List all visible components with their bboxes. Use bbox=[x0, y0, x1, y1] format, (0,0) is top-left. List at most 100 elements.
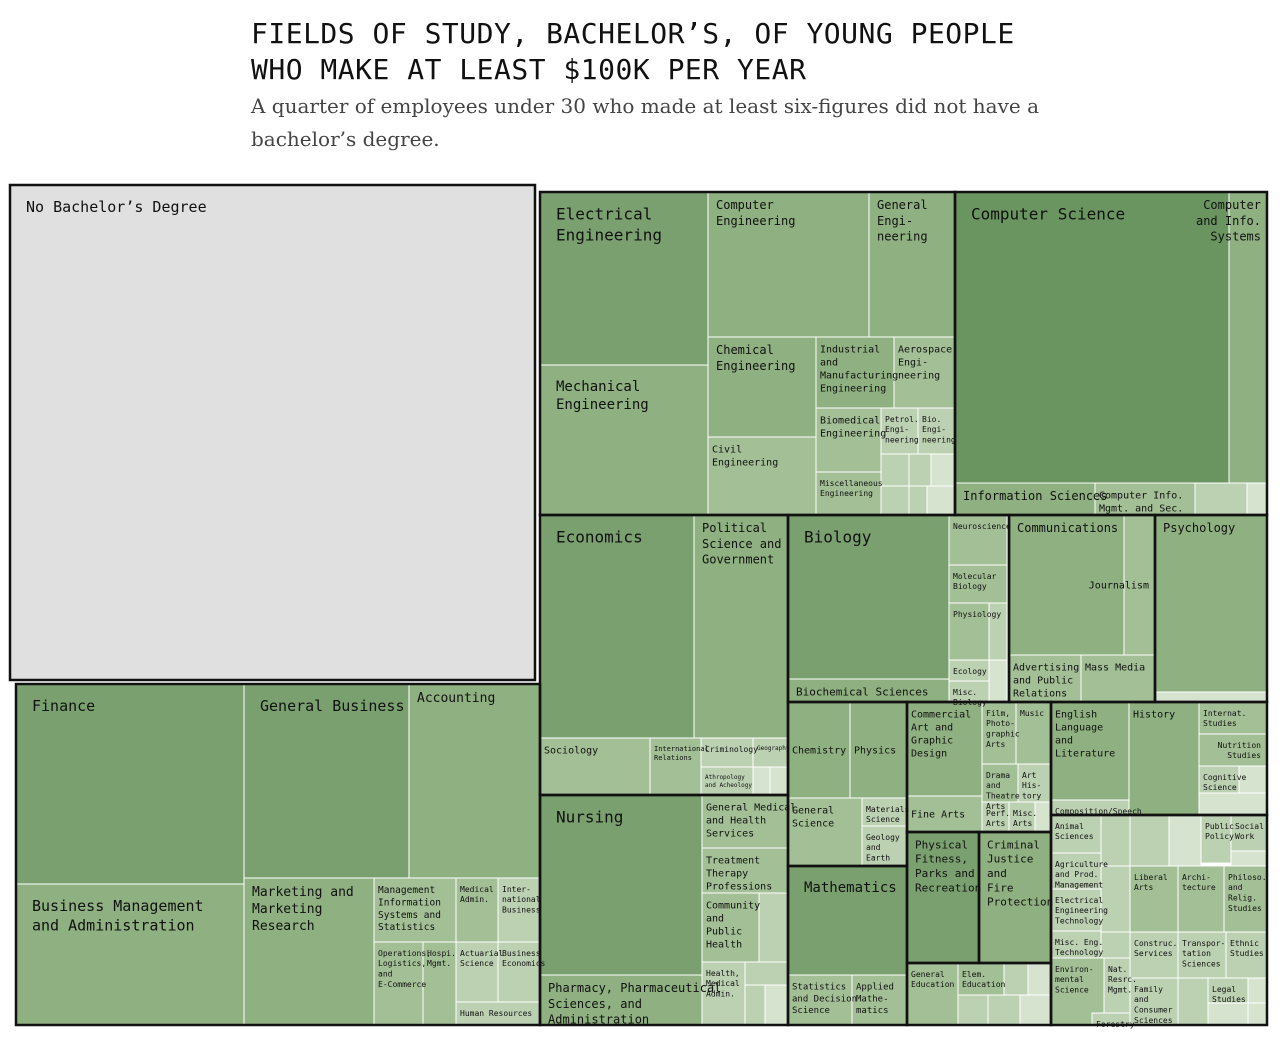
tile-psychology bbox=[1154, 514, 1268, 693]
group-frame-no-degree bbox=[8, 183, 537, 682]
tile-computer-engineering bbox=[707, 191, 870, 338]
treemap-minor-tile bbox=[1246, 482, 1268, 516]
tile-cognitive-science bbox=[1198, 765, 1240, 794]
tile-biological-engineering bbox=[917, 407, 956, 455]
tile-chemistry bbox=[787, 701, 851, 799]
treemap-minor-tile bbox=[1247, 1002, 1268, 1026]
treemap-minor-tile bbox=[987, 994, 1021, 1026]
tile-general-business bbox=[243, 683, 410, 879]
label-miscellaneous-engineering: Miscellaneous Engineering bbox=[820, 479, 883, 498]
label-finance: Finance bbox=[32, 697, 95, 715]
label-commercial-art-and-graphic-design: Commercial Art and Graphic Design bbox=[911, 710, 971, 760]
treemap-minor-tile bbox=[1230, 850, 1268, 867]
label-ethnic-studies: Ethnic Studies bbox=[1230, 939, 1264, 958]
tile-molecular-biology bbox=[948, 564, 1008, 604]
tile-computer-and-info-systems bbox=[1228, 191, 1268, 484]
treemap-minor-tile bbox=[930, 453, 956, 487]
label-political-science-and-government: Political Science and Government bbox=[702, 521, 781, 566]
tile-architecture bbox=[1177, 865, 1225, 933]
tile-criminal-justice-and-fire-protection bbox=[978, 831, 1052, 964]
label-physical-fitness-parks-and-recreation: Physical Fitness, Parks and Recreation bbox=[915, 838, 981, 894]
tile-criminology bbox=[700, 737, 754, 768]
label-art-history: Art His-tory bbox=[1022, 771, 1041, 801]
label-human-resources: Human Resources bbox=[460, 1009, 532, 1018]
label-health-medical-admin: Health, Medical Admin. bbox=[706, 969, 740, 999]
label-fine-arts: Fine Arts bbox=[911, 810, 965, 821]
label-transportation-sciences: Transpor-tation Sciences bbox=[1182, 939, 1225, 969]
label-industrial-and-manufacturing-engineering: Industrial and Manufacturing Engineering bbox=[820, 345, 898, 395]
label-treatment-therapy-professions: Treatment Therapy Professions bbox=[706, 856, 772, 893]
tile-industrial-and-manufacturing-engineering bbox=[815, 336, 895, 409]
label-drama-and-theatre-arts: Drama and Theatre Arts bbox=[986, 771, 1020, 811]
treemap-minor-tile bbox=[880, 485, 910, 516]
treemap-minor-tile bbox=[1100, 865, 1131, 933]
tile-management-information-systems-and-statistics bbox=[373, 877, 457, 943]
label-chemical-engineering: Chemical Engineering bbox=[716, 343, 795, 373]
label-electrical-engineering-technology: Electrical Engineering Technology bbox=[1055, 896, 1108, 926]
chart-title: FIELDS OF STUDY, BACHELOR’S, OF YOUNG PE… bbox=[251, 17, 1015, 86]
treemap-minor-tile bbox=[1100, 814, 1131, 867]
treemap-minor-tile bbox=[1247, 977, 1268, 1004]
label-nursing: Nursing bbox=[556, 808, 623, 827]
label-geography: Geography bbox=[757, 745, 790, 752]
label-history: History bbox=[1133, 710, 1175, 721]
tile-materials-science bbox=[861, 797, 908, 827]
label-economics: Economics bbox=[556, 528, 643, 547]
tile-philosophy-and-religious-studies bbox=[1223, 865, 1268, 933]
tile-nutrition-studies bbox=[1198, 733, 1268, 767]
label-international-relations: International Relations bbox=[654, 745, 709, 762]
tile-misc-arts bbox=[1008, 801, 1036, 833]
tile-operations-logistics-and-e-commerce bbox=[373, 941, 424, 1026]
label-social-work: Social Work bbox=[1235, 822, 1264, 841]
treemap-minor-tile bbox=[769, 766, 789, 796]
tile-mathematics bbox=[787, 865, 908, 976]
tile-economics bbox=[539, 514, 695, 739]
label-business-management-and-administration: Business Management and Administration bbox=[32, 897, 204, 935]
treemap-group-frames bbox=[8, 183, 1269, 1027]
label-geology-and-earth: Geology and Earth bbox=[866, 833, 900, 863]
label-molecular-biology: Molecular Biology bbox=[953, 572, 997, 591]
label-english-language-and-literature: English Language and Literature bbox=[1055, 710, 1115, 760]
label-hospitality-management: Hospi. Mgmt. bbox=[427, 949, 456, 968]
label-legal-studies: Legal Studies bbox=[1212, 985, 1246, 1004]
label-agriculture-and-prod-management: Agriculture and Prod. Management bbox=[1055, 860, 1108, 890]
label-environmental-science: Environ-mental Science bbox=[1055, 965, 1094, 995]
label-computer-science: Computer Science bbox=[971, 205, 1125, 224]
tile-elementary-education bbox=[957, 962, 1005, 996]
label-animal-sciences: Animal Sciences bbox=[1055, 822, 1094, 841]
tile-general-medical-and-health-services bbox=[701, 794, 789, 849]
label-computer-engineering: Computer Engineering bbox=[716, 198, 795, 228]
label-electrical-engineering: Electrical Engineering bbox=[556, 205, 662, 245]
label-neuroscience: Neuroscience bbox=[953, 522, 1011, 531]
label-philosophy-and-religious-studies: Philoso. and Relig. Studies bbox=[1228, 873, 1267, 913]
chart-subtitle: A quarter of employees under 30 who made… bbox=[251, 94, 1040, 151]
label-biological-engineering: Bio. Engi-neering bbox=[922, 415, 956, 445]
tile-geography bbox=[752, 737, 789, 768]
treemap-minor-tile bbox=[758, 892, 789, 963]
tile-misc-eng-technology bbox=[1050, 930, 1102, 959]
label-general-medical-and-health-services: General Medical and Health Services bbox=[706, 803, 796, 840]
label-biochemical-sciences: Biochemical Sciences bbox=[796, 685, 928, 698]
tile-natural-resources-management bbox=[1103, 957, 1131, 1014]
treemap-minor-tile bbox=[1027, 962, 1052, 996]
tile-petroleum-engineering bbox=[880, 407, 919, 455]
tile-legal-studies bbox=[1207, 977, 1249, 1004]
tile-fine-arts bbox=[906, 795, 983, 833]
tile-hospitality-management bbox=[422, 941, 457, 1026]
label-communications: Communications bbox=[1017, 521, 1118, 535]
label-liberal-arts: Liberal Arts bbox=[1134, 873, 1168, 892]
label-no-bachelors-degree: No Bachelor’s Degree bbox=[26, 198, 207, 216]
treemap-minor-tile bbox=[1100, 931, 1131, 959]
treemap-minor-tile bbox=[744, 961, 789, 986]
label-applied-mathematics: Applied Mathe-matics bbox=[856, 983, 894, 1016]
label-misc-biology: Misc. Biology bbox=[953, 688, 987, 707]
tile-no-bachelors-degree bbox=[9, 184, 536, 681]
treemap-minor-tile bbox=[764, 984, 789, 1026]
label-international-studies: Internat. Studies bbox=[1203, 709, 1246, 728]
treemap-minor-tile bbox=[908, 485, 928, 516]
treemap-minor-tile bbox=[988, 659, 1008, 703]
label-family-and-consumer-sciences: Family and Consumer Sciences bbox=[1134, 985, 1173, 1025]
treemap-minor-tile bbox=[1198, 792, 1268, 816]
tile-communications bbox=[1008, 514, 1125, 656]
